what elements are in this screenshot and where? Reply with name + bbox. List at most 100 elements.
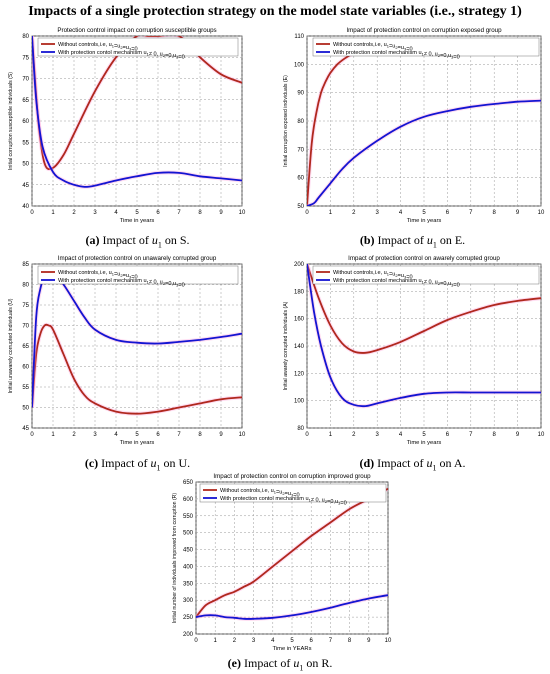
- x-tick-label: 2: [72, 432, 76, 438]
- legend-entry-text: With protection contol mechanism u1≠ 0, …: [333, 50, 460, 61]
- series-line-with-protection: [196, 594, 388, 620]
- y-tick-label: 65: [22, 98, 29, 104]
- x-tick-label: 5: [422, 432, 426, 438]
- x-tick-label: 4: [271, 638, 275, 644]
- caption-b: (b) Impact of u1 on E.: [275, 233, 550, 249]
- x-tick-label: 3: [376, 210, 380, 216]
- caption-tail: on S.: [164, 233, 190, 247]
- x-tick-label: 10: [239, 432, 246, 438]
- series-line-without-controls: [196, 487, 388, 618]
- caption-text: Impact of: [244, 656, 291, 670]
- x-tick-label: 9: [516, 432, 520, 438]
- y-tick-label: 300: [183, 598, 194, 604]
- y-axis-label: Initial awarely corrupted individuals (A…: [283, 301, 289, 390]
- caption-text: Impact of: [102, 233, 149, 247]
- x-tick-label: 8: [198, 432, 202, 438]
- x-tick-label: 8: [493, 210, 497, 216]
- caption-d: (d) Impact of u1 on A.: [275, 456, 550, 472]
- legend-box: [37, 37, 239, 57]
- x-tick-label: 3: [376, 432, 380, 438]
- caption-label: (c): [84, 456, 99, 470]
- x-tick-label: 6: [446, 210, 450, 216]
- legend-entry-text: With protection contol mechanism u1≠ 0, …: [220, 496, 347, 507]
- y-tick-label: 350: [183, 581, 194, 587]
- y-tick-label: 600: [183, 497, 194, 503]
- x-tick-label: 5: [290, 638, 294, 644]
- chart-panel-e: Impact of protection control on corrupti…: [283, 27, 545, 224]
- y-tick-label: 80: [22, 34, 29, 40]
- y-tick-label: 160: [294, 317, 305, 323]
- x-tick-label: 7: [177, 210, 181, 216]
- x-tick-label: 8: [348, 638, 352, 644]
- caption-text: Impact of: [377, 233, 424, 247]
- caption-var: u: [426, 233, 433, 247]
- x-tick-label: 6: [156, 432, 160, 438]
- y-tick-label: 50: [297, 204, 304, 210]
- x-axis-label: Time in years: [407, 440, 442, 446]
- y-tick-label: 120: [294, 371, 305, 377]
- x-tick-label: 10: [239, 210, 246, 216]
- legend-entry-text: Without controls,i.e, u1=u2=u3=0: [333, 270, 413, 281]
- y-tick-label: 55: [22, 385, 29, 391]
- y-tick-label: 80: [297, 119, 304, 125]
- x-tick-label: 0: [30, 210, 34, 216]
- caption-label: (e): [227, 656, 241, 670]
- chart-title: Impact of protection control on awarely …: [348, 255, 500, 262]
- caption-sub: 1: [432, 463, 437, 473]
- y-axis-label: Initial corruption exposed individuals (…: [283, 75, 289, 167]
- y-axis-label: Initial number of individuals improved f…: [172, 493, 178, 624]
- x-tick-label: 5: [422, 210, 426, 216]
- x-tick-label: 0: [305, 432, 309, 438]
- x-tick-label: 8: [493, 432, 497, 438]
- x-tick-label: 5: [135, 210, 139, 216]
- x-tick-label: 7: [469, 432, 473, 438]
- x-tick-label: 2: [72, 210, 76, 216]
- y-tick-label: 80: [297, 426, 304, 432]
- x-axis-label: Time in years: [120, 218, 155, 224]
- x-tick-label: 10: [538, 432, 545, 438]
- caption-var: u: [293, 656, 300, 670]
- caption-text: Impact of: [101, 456, 148, 470]
- y-tick-label: 70: [297, 147, 304, 153]
- x-tick-label: 9: [516, 210, 520, 216]
- y-tick-label: 70: [22, 324, 29, 330]
- y-tick-label: 180: [294, 289, 305, 295]
- y-tick-label: 45: [22, 183, 29, 189]
- x-tick-label: 8: [198, 210, 202, 216]
- x-tick-label: 9: [219, 432, 223, 438]
- x-tick-label: 7: [469, 210, 473, 216]
- x-tick-label: 5: [135, 432, 139, 438]
- legend-box: [312, 265, 540, 285]
- x-tick-label: 1: [329, 210, 333, 216]
- y-tick-label: 500: [183, 531, 194, 537]
- x-axis-label: Time in YEARs: [273, 646, 312, 652]
- caption-label: (b): [359, 233, 375, 247]
- y-tick-label: 45: [22, 426, 29, 432]
- caption-sub: 1: [299, 663, 304, 673]
- y-tick-label: 100: [294, 399, 305, 405]
- legend-entry-text: With protection contol mechanism u1≠ 0, …: [58, 50, 185, 61]
- legend-entry-text: Without controls,i.e, u1=u2=u3=0: [333, 42, 413, 53]
- caption-sub: 1: [156, 463, 161, 473]
- figure-title: Impacts of a single protection strategy …: [28, 4, 522, 19]
- caption-var: u: [426, 456, 433, 470]
- legend-entry-text: Without controls,i.e, u1=u2=u3=0: [58, 270, 138, 281]
- series-line-without-controls: [32, 323, 242, 415]
- y-tick-label: 60: [22, 365, 29, 371]
- caption-tail: on E.: [439, 233, 466, 247]
- caption-label: (d): [359, 456, 375, 470]
- x-tick-label: 9: [367, 638, 371, 644]
- x-tick-label: 1: [214, 638, 218, 644]
- legend-entry-text: With protection contol mechanism u1≠ 0, …: [58, 278, 185, 289]
- x-tick-label: 3: [93, 210, 97, 216]
- x-tick-label: 7: [329, 638, 333, 644]
- x-tick-label: 4: [114, 210, 118, 216]
- y-tick-label: 60: [22, 119, 29, 125]
- series-line-with-protection: [307, 264, 541, 408]
- caption-var: u: [150, 456, 157, 470]
- legend-entry-text: Without controls,i.e, u1=u2=u3=0: [58, 42, 138, 53]
- series-line-without-controls: [307, 52, 355, 206]
- legend-box: [312, 37, 540, 57]
